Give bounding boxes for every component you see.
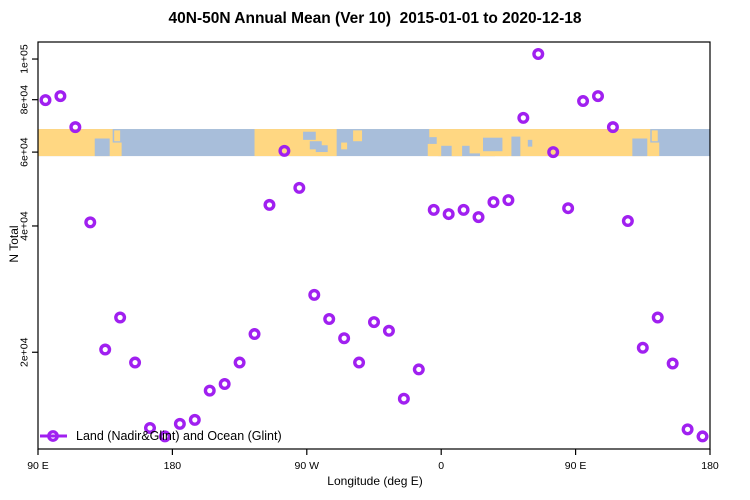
data-point — [606, 121, 619, 134]
map-water-segment — [315, 145, 328, 153]
data-point — [158, 430, 171, 443]
data-point — [457, 203, 470, 216]
plot-border — [37, 41, 711, 450]
data-point — [114, 311, 127, 324]
data-point — [502, 194, 515, 207]
y-tick-label: 8e+04 — [19, 85, 31, 115]
data-point — [188, 413, 201, 426]
map-island-segment — [469, 145, 484, 154]
data-point — [621, 215, 634, 228]
legend-marker-icon — [40, 430, 67, 442]
data-point — [203, 384, 216, 397]
data-point — [577, 95, 590, 108]
x-tick-label: 0 — [438, 460, 444, 472]
map-island-segment — [111, 142, 122, 157]
data-point — [69, 121, 82, 134]
y-tick-label: 4e+04 — [19, 211, 31, 241]
data-point — [143, 421, 156, 434]
data-point — [651, 311, 664, 324]
legend-label: Land (Nadir&Glint) and Ocean (Glint) — [76, 429, 282, 443]
map-island-segment — [114, 130, 121, 142]
data-point — [173, 417, 186, 430]
x-tick-label: 90 E — [565, 460, 587, 472]
data-point — [397, 392, 410, 405]
data-point — [696, 430, 709, 443]
data-point — [129, 356, 142, 369]
data-point — [54, 90, 67, 103]
map-water-segment — [429, 137, 437, 146]
map-water-segment — [483, 137, 503, 153]
map-water-segment — [94, 138, 110, 157]
data-point — [323, 313, 336, 326]
data-point — [278, 144, 291, 157]
map-water-segment — [309, 141, 322, 150]
map-water-segment — [527, 139, 533, 147]
map-island-segment — [648, 142, 660, 157]
data-point — [293, 181, 306, 194]
map-water-segment — [303, 131, 316, 140]
y-tick-label: 2e+04 — [19, 337, 31, 367]
map-island-segment — [427, 143, 442, 157]
data-point — [39, 94, 52, 107]
data-point — [517, 111, 530, 124]
data-point — [666, 357, 679, 370]
map-island-segment — [353, 130, 363, 142]
x-tick-label: 90 E — [27, 460, 49, 472]
map-water-segment — [632, 138, 648, 157]
map-water-segment — [438, 145, 495, 157]
data-point — [308, 288, 321, 301]
map-island-segment — [480, 151, 509, 157]
data-point — [248, 328, 261, 341]
data-point — [547, 146, 560, 159]
data-point — [84, 216, 97, 229]
data-point — [562, 202, 575, 215]
data-point — [263, 198, 276, 211]
data-point — [532, 48, 545, 61]
data-point — [427, 203, 440, 216]
data-point — [472, 211, 485, 224]
data-point — [233, 356, 246, 369]
chart-title: 40N-50N Annual Mean (Ver 10) 2015-01-01 … — [168, 10, 582, 27]
data-point — [353, 356, 366, 369]
y-tick-label: 6e+04 — [19, 137, 31, 167]
map-island-segment — [341, 142, 348, 150]
data-point — [218, 378, 231, 391]
data-point — [592, 90, 605, 103]
x-tick-label: 90 W — [295, 460, 320, 472]
x-tick-label: 180 — [164, 460, 182, 472]
data-point — [338, 332, 351, 345]
y-tick-label: 1e+05 — [19, 44, 31, 74]
data-point — [636, 341, 649, 354]
data-point — [412, 363, 425, 376]
data-point — [382, 324, 395, 337]
legend: Land (Nadir&Glint) and Ocean (Glint) — [40, 428, 282, 444]
x-tick-label: 180 — [701, 460, 719, 472]
data-point — [681, 423, 694, 436]
data-point — [442, 208, 455, 221]
map-water-segment — [511, 136, 521, 157]
data-point — [487, 196, 500, 209]
data-point — [99, 343, 112, 356]
y-axis-label: N Total — [7, 225, 21, 263]
map-island-segment — [651, 130, 658, 142]
data-point — [368, 316, 381, 329]
map-island-segment — [451, 141, 463, 157]
x-axis-label: Longitude (deg E) — [327, 474, 423, 488]
